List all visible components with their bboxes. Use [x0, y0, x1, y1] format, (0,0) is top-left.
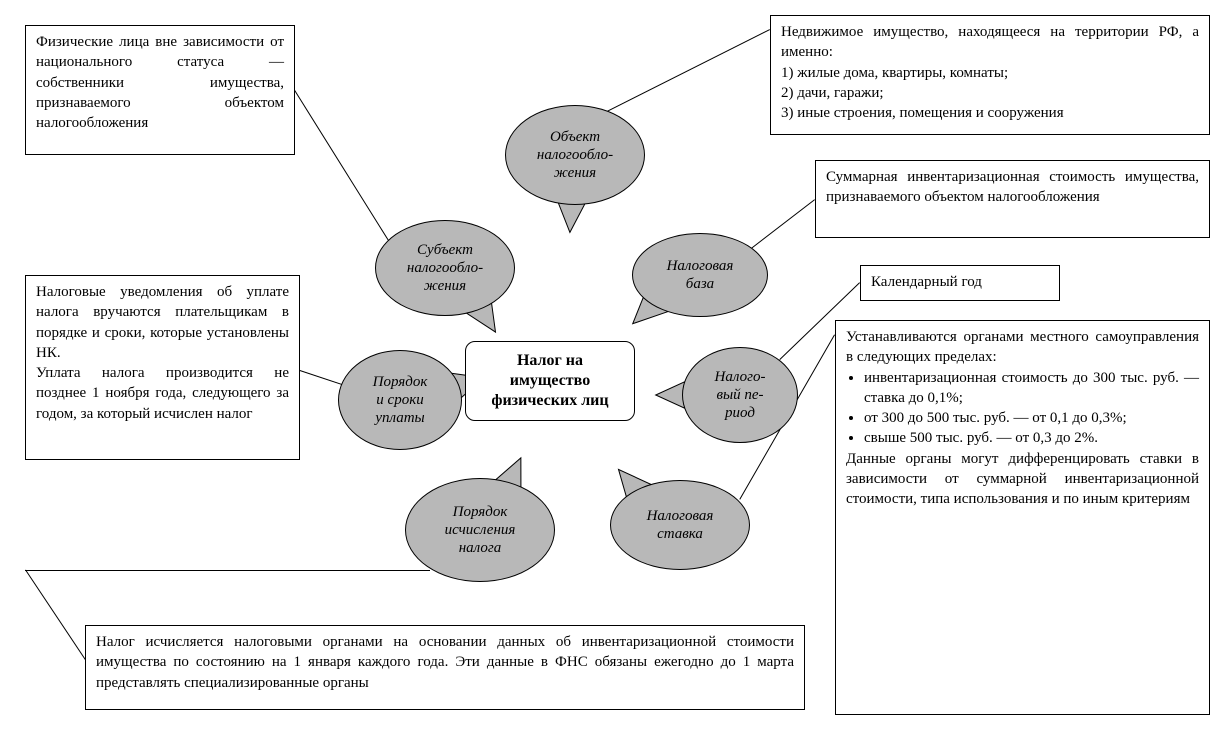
- textbox-order_box: Налоговые уведомления об уплате налога в…: [25, 275, 300, 460]
- textbox-subject_box: Физические лица вне зависимости от нацио…: [25, 25, 295, 155]
- bubble-rate: Налоговаяставка: [610, 480, 750, 570]
- textbox-rate_box: Устанавливаются органами местного самоуп…: [835, 320, 1210, 715]
- connector-line: [605, 29, 770, 113]
- bubble-label: Порядоки срокиуплаты: [373, 373, 428, 427]
- textbox-calc_box: Налог исчисляется налоговыми органами на…: [85, 625, 805, 710]
- center-topic: Налог наимуществофизических лиц: [465, 341, 635, 421]
- bubble-label: Налоговаябаза: [667, 257, 734, 293]
- bubble-period: Налого-вый пе-риод: [682, 347, 798, 443]
- bubble-subject: Субъектналогообло-жения: [375, 220, 515, 316]
- textbox-object_box: Недвижимое имущество, находящееся на тер…: [770, 15, 1210, 135]
- connector-line: [25, 569, 86, 660]
- diagram-canvas: Объектналогообло-жения Субъектналогообло-…: [0, 0, 1232, 735]
- bubble-order: Порядоки срокиуплаты: [338, 350, 462, 450]
- connector-line: [294, 90, 395, 251]
- bubble-base: Налоговаябаза: [632, 233, 768, 317]
- bubble-label: Порядокисчисленияналога: [445, 503, 516, 557]
- textbox-period_box: Календарный год: [860, 265, 1060, 301]
- connector-line: [300, 370, 345, 386]
- bubble-calc: Порядокисчисленияналога: [405, 478, 555, 582]
- bubble-label: Объектналогообло-жения: [537, 128, 613, 182]
- bubble-label: Налого-вый пе-риод: [715, 368, 766, 422]
- bubble-label: Субъектналогообло-жения: [407, 241, 483, 295]
- bubble-label: Налоговаяставка: [647, 507, 714, 543]
- connector-line: [749, 199, 815, 250]
- connector-line: [25, 570, 430, 571]
- textbox-base_box: Суммарная инвентаризационная стоимость и…: [815, 160, 1210, 238]
- bubble-object: Объектналогообло-жения: [505, 105, 645, 205]
